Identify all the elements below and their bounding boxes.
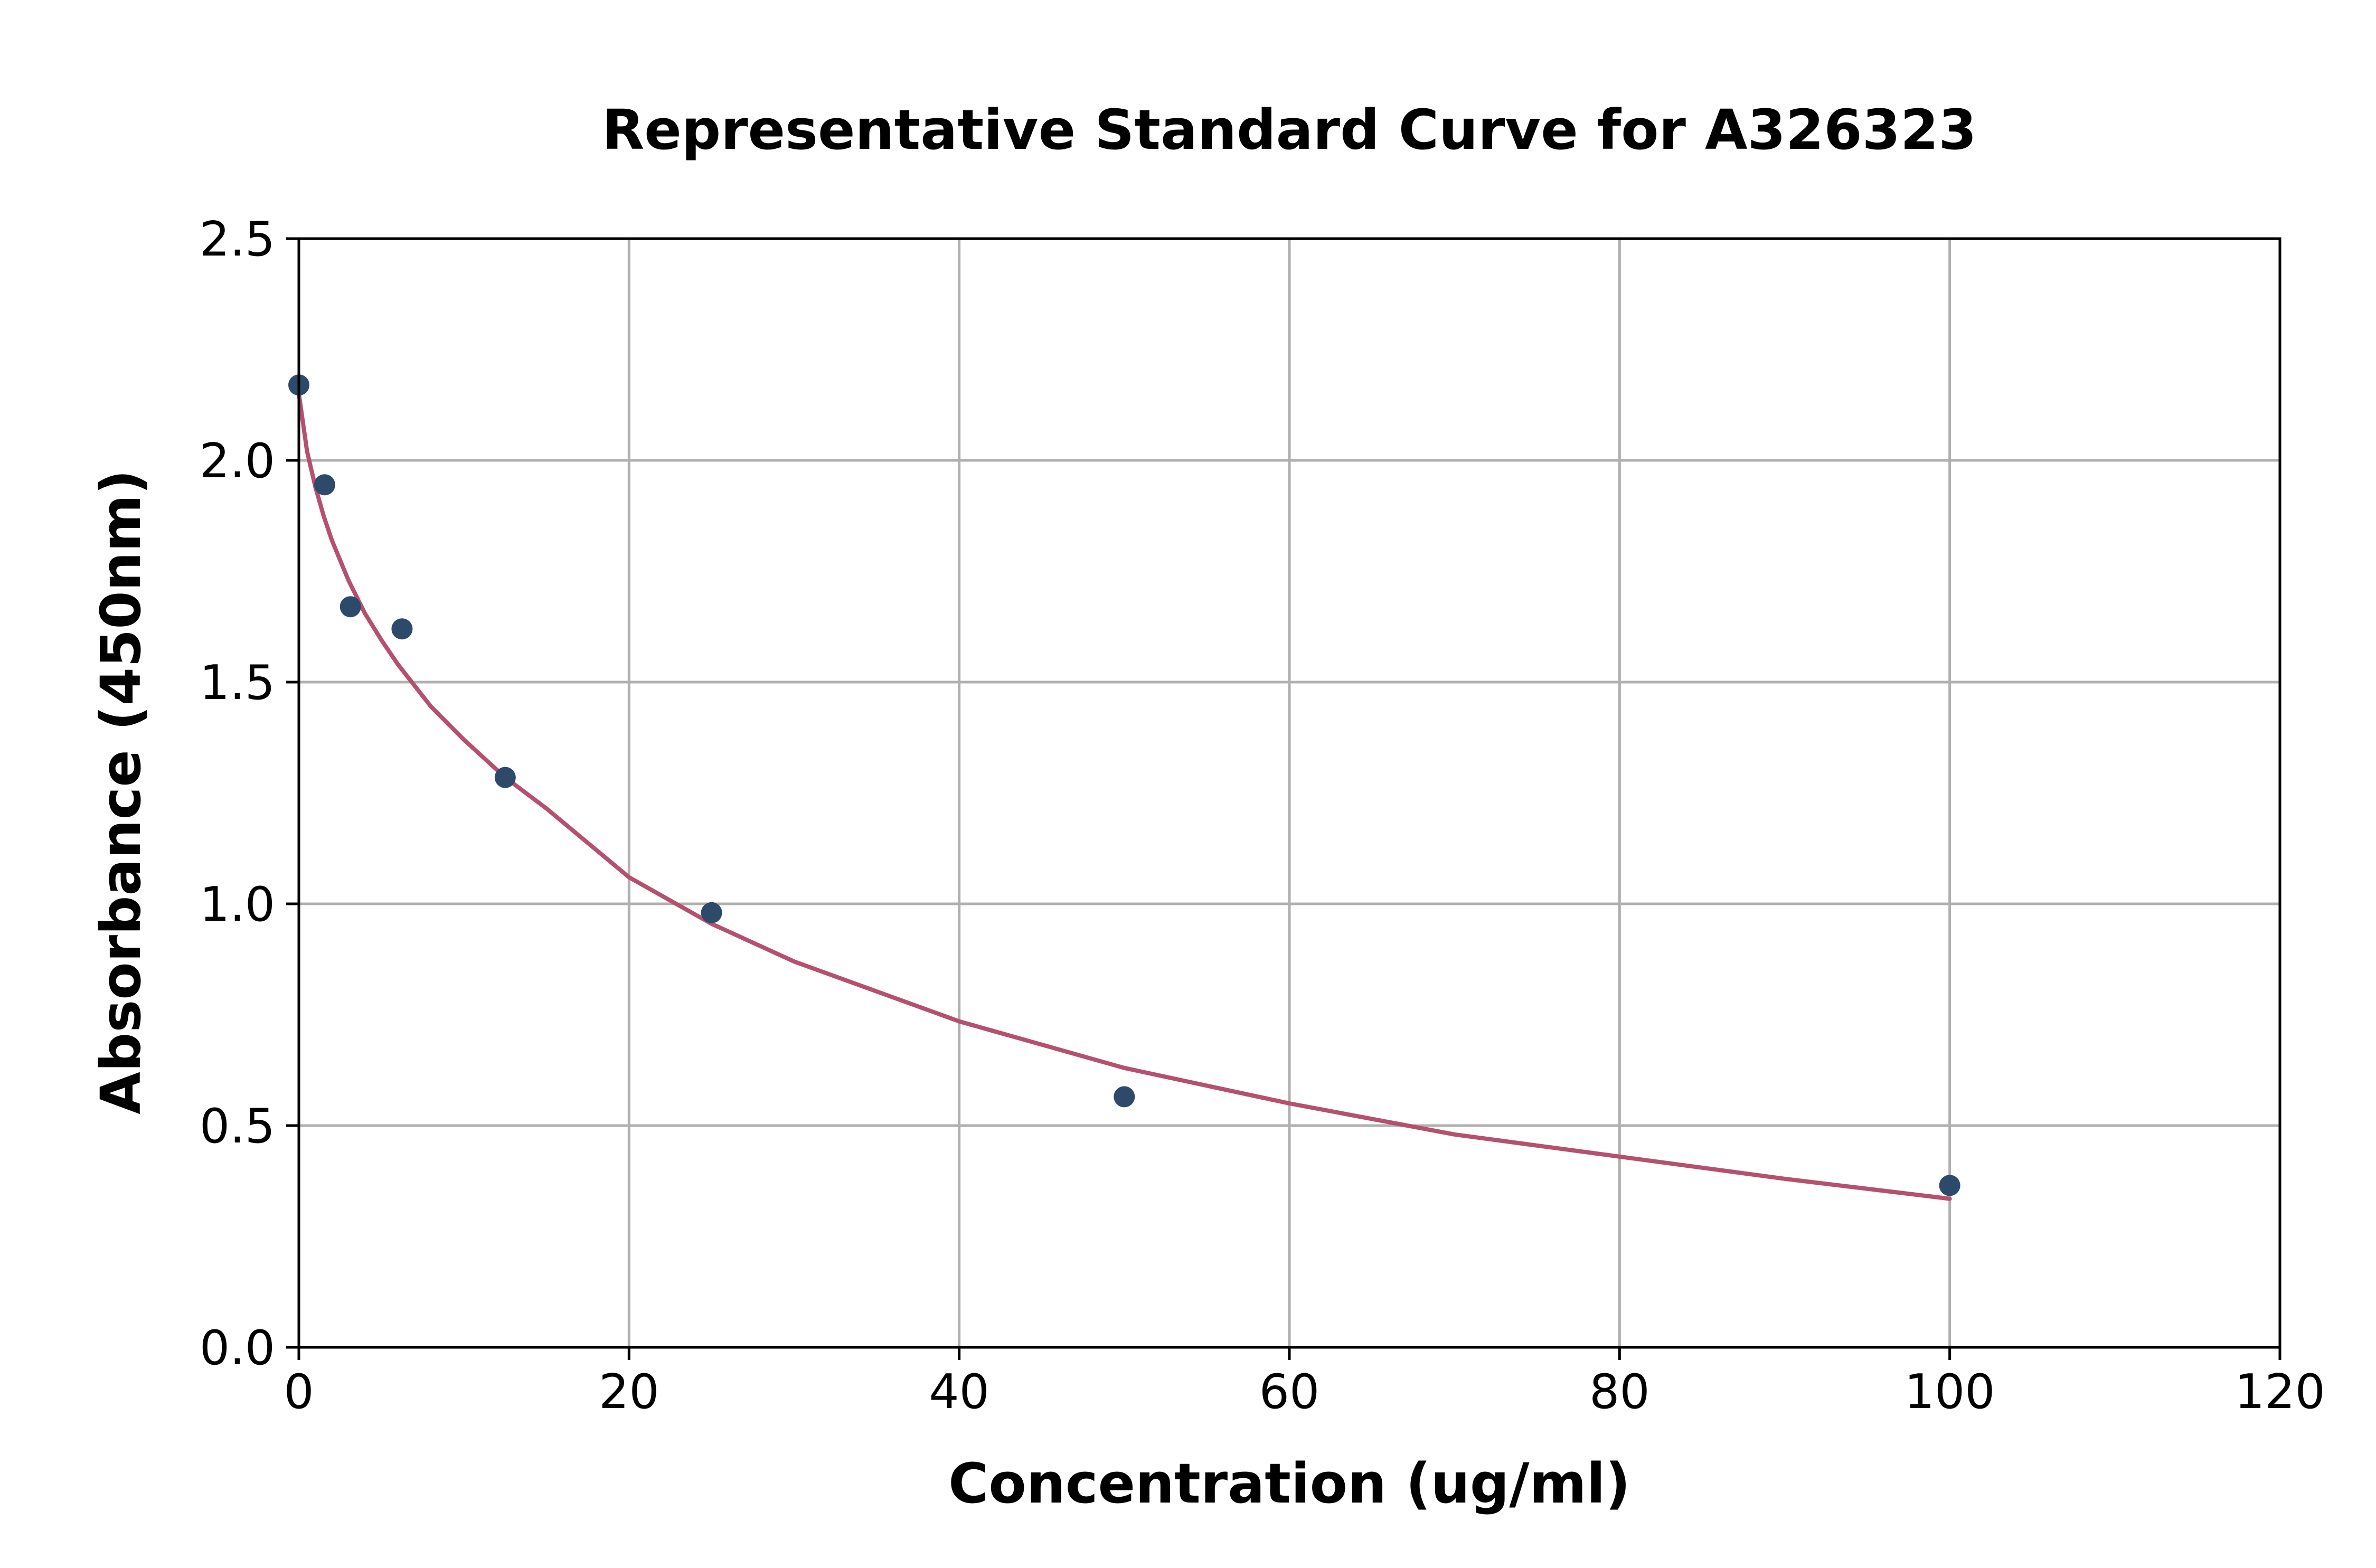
tick-marks	[286, 237, 2281, 1360]
y-tick-label: 2.5	[200, 212, 275, 267]
y-tick-label: 0.5	[200, 1099, 275, 1154]
y-axis-label: Absorbance (450nm)	[89, 469, 153, 1114]
x-tick-label: 120	[2234, 1364, 2325, 1420]
x-tick-label: 60	[1259, 1364, 1320, 1420]
y-tick-label: 2.0	[200, 433, 275, 489]
data-point	[1114, 1086, 1135, 1108]
x-axis-label: Concentration (ug/ml)	[948, 1451, 1630, 1516]
y-tick-label: 0.0	[200, 1320, 275, 1376]
x-tick-label: 100	[1904, 1364, 1995, 1420]
x-tick-label: 20	[599, 1364, 659, 1420]
data-point	[340, 596, 361, 618]
x-tick-label: 0	[284, 1364, 314, 1420]
chart-title: Representative Standard Curve for A32632…	[602, 98, 1977, 162]
y-tick-label: 1.0	[200, 877, 275, 932]
data-point	[701, 902, 722, 923]
grid-lines	[299, 239, 2280, 1347]
data-point	[391, 618, 413, 640]
data-point	[494, 767, 516, 788]
y-tick-label: 1.5	[200, 655, 275, 711]
data-point	[1939, 1175, 1960, 1196]
x-tick-label: 80	[1589, 1364, 1650, 1420]
data-point	[314, 474, 335, 496]
x-tick-label: 40	[929, 1364, 989, 1420]
tick-labels: 0 20 40 60 80 100 120 0.0 0.5 1.0 1.5 2.0 2.5	[200, 212, 2325, 1420]
